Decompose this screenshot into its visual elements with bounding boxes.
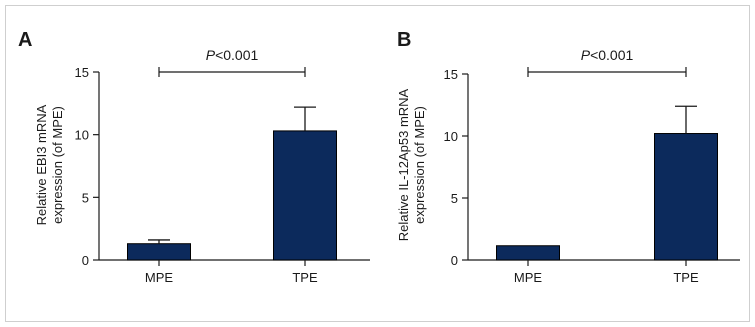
panel-b-label: B	[397, 29, 411, 51]
panel-b-bar-mpe	[496, 245, 560, 261]
panel-a-bar-tpe	[273, 130, 337, 261]
panel-b-ylabel-line1: Relative IL-12Ap53 mRNA	[396, 88, 411, 241]
panel-b-ytick-label: 5	[451, 191, 458, 206]
panel-b-ytick-label: 10	[444, 129, 458, 144]
panel-a-ylabel-line1: Relative EBI3 mRNA	[34, 104, 49, 225]
panel-b-category-label: MPE	[514, 270, 543, 285]
panel-a-bar-mpe	[127, 243, 191, 261]
panel-a-ytick-label: 0	[82, 253, 89, 268]
panel-b-ytick-label: 0	[451, 253, 458, 268]
panel-b-ylabel-line2: expression (of MPE)	[412, 106, 427, 224]
panel-a-category-label: TPE	[292, 270, 318, 285]
panel-a-category-label: MPE	[145, 270, 174, 285]
panel-b-ytick-label: 15	[444, 67, 458, 82]
figure-frame	[5, 5, 750, 322]
panel-a-ylabel-line2: expression (of MPE)	[50, 106, 65, 224]
panel-a-ytick-label: 15	[75, 65, 89, 80]
panel-a: A Relative EBI3 mRNA expression (of MPE)…	[18, 29, 370, 285]
panel-a-p-value: P<0.001	[206, 47, 259, 63]
panel-b-bar-tpe	[654, 133, 718, 261]
panel-a-marks: 0 5 10 15 MPE TPE P<0.001	[75, 47, 370, 285]
panel-a-ytick-label: 10	[75, 128, 89, 143]
panel-a-ytick-label: 5	[82, 190, 89, 205]
panel-b: B Relative IL-12Ap53 mRNA expression (of…	[396, 29, 740, 285]
panel-b-p-value: P<0.001	[581, 47, 634, 63]
panel-a-label: A	[18, 29, 32, 51]
panel-b-marks: 0 5 10 15 MPE TPE P<0.001	[444, 47, 740, 285]
panel-b-category-label: TPE	[673, 270, 699, 285]
